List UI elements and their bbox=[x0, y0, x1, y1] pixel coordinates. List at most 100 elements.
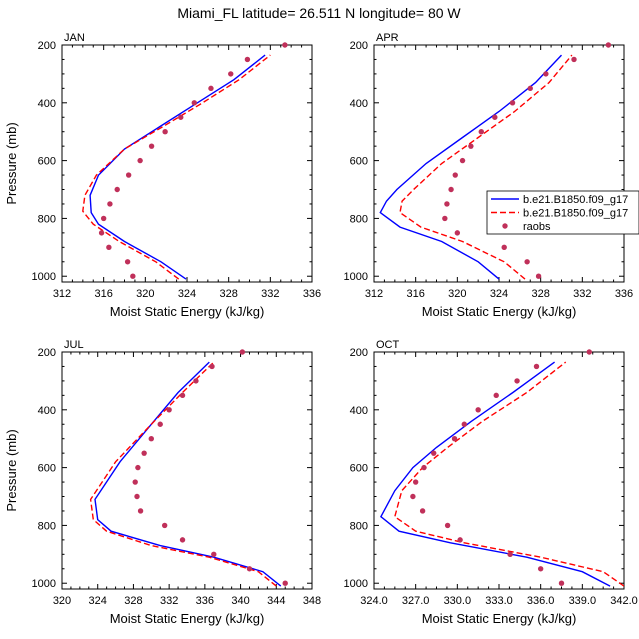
y-axis-label: Pressure (mb) bbox=[4, 122, 19, 204]
raobs-point bbox=[141, 450, 147, 456]
x-axis-label: Moist Static Energy (kJ/kg) bbox=[110, 611, 265, 626]
model-series-solid-line bbox=[89, 54, 266, 280]
x-axis-label: Moist Static Energy (kJ/kg) bbox=[422, 611, 577, 626]
raobs-point bbox=[535, 273, 542, 279]
raobs-point bbox=[468, 143, 474, 149]
raobs-point bbox=[452, 172, 458, 178]
x-axis-label: Moist Static Energy (kJ/kg) bbox=[422, 304, 577, 319]
raobs-point bbox=[114, 186, 120, 193]
raobs-point bbox=[431, 450, 437, 456]
raobs-point bbox=[125, 172, 132, 178]
page-title: Miami_FL latitude= 26.511 N longitude= 8… bbox=[177, 5, 461, 21]
x-tick-label: 320 bbox=[53, 595, 71, 607]
raobs-point bbox=[412, 479, 419, 485]
panel-apr: APR 312 316 320 324 328 332 336 200 400 600 800 1000… bbox=[344, 32, 639, 319]
y-tick-label: 400 bbox=[350, 405, 368, 417]
y-tick-label: 800 bbox=[38, 520, 56, 532]
y-tick-label: 400 bbox=[38, 98, 56, 110]
raobs-point bbox=[419, 508, 426, 514]
x-tick-label: 336.0 bbox=[527, 595, 555, 607]
raobs-point bbox=[442, 215, 448, 222]
legend-label: raobs bbox=[523, 221, 551, 233]
raobs-point bbox=[571, 56, 577, 63]
raobs-point bbox=[537, 566, 544, 572]
raobs-point bbox=[124, 259, 131, 265]
panel-oct: OCT 324.0 327.0 330.0 333.0 336.0 339.0 342.0 20… bbox=[344, 339, 638, 626]
raobs-point bbox=[193, 378, 199, 384]
x-tick-label: 327.0 bbox=[402, 595, 430, 607]
raobs-point bbox=[157, 421, 163, 427]
x-tick-label: 328 bbox=[124, 595, 142, 607]
legend-label: b.e21.B1850.f09_g17 bbox=[523, 208, 628, 220]
plot-frame bbox=[61, 44, 313, 283]
raobs-point bbox=[132, 479, 138, 485]
model-series-solid-line bbox=[379, 54, 563, 280]
raobs-point bbox=[208, 85, 214, 92]
x-tick-label: 320 bbox=[448, 288, 466, 300]
model-series-solid-line bbox=[94, 361, 282, 587]
model-series-solid-line bbox=[380, 361, 611, 587]
raobs-point bbox=[527, 85, 533, 92]
y-tick-label: 600 bbox=[350, 156, 368, 168]
y-tick-label: 200 bbox=[38, 40, 56, 52]
raobs-point bbox=[98, 230, 105, 236]
y-tick-label: 800 bbox=[350, 213, 368, 225]
y-tick-label: 1000 bbox=[32, 271, 56, 283]
x-tick-label: 342.0 bbox=[610, 595, 638, 607]
raobs-point bbox=[191, 100, 197, 106]
x-tick-label: 328 bbox=[219, 288, 237, 300]
panel-label: JAN bbox=[64, 32, 85, 44]
x-tick-label: 324 bbox=[89, 595, 107, 607]
raobs-point bbox=[137, 157, 143, 164]
panel-label: OCT bbox=[376, 339, 400, 351]
raobs-point bbox=[451, 436, 458, 442]
raobs-point bbox=[209, 363, 215, 370]
raobs-point bbox=[179, 392, 186, 399]
y-tick-label: 200 bbox=[38, 347, 56, 359]
x-tick-label: 333.0 bbox=[485, 595, 513, 607]
raobs-point bbox=[514, 378, 520, 384]
y-tick-label: 1000 bbox=[32, 578, 56, 590]
raobs-point bbox=[492, 114, 498, 120]
y-axis-label: Pressure (mb) bbox=[4, 429, 19, 511]
raobs-point bbox=[148, 143, 155, 149]
raobs-point bbox=[134, 493, 140, 500]
raobs-point bbox=[478, 129, 484, 135]
x-tick-label: 348 bbox=[303, 595, 321, 607]
y-tick-label: 800 bbox=[38, 213, 56, 225]
x-tick-label: 332 bbox=[261, 288, 279, 300]
y-tick-label: 200 bbox=[350, 347, 368, 359]
raobs-point bbox=[410, 493, 416, 500]
model-series-dashed-line bbox=[89, 361, 277, 587]
raobs-point bbox=[161, 522, 168, 529]
x-tick-label: 340 bbox=[231, 595, 249, 607]
raobs-point bbox=[282, 42, 288, 48]
x-tick-label: 336 bbox=[196, 595, 214, 607]
raobs-point bbox=[107, 201, 113, 207]
panel-label: APR bbox=[376, 32, 399, 44]
panel-label: JUL bbox=[64, 339, 84, 351]
raobs-point bbox=[501, 244, 507, 251]
raobs-point bbox=[106, 244, 112, 251]
panel-jan: JAN 312 316 320 324 328 332 336 200 400 600 800 1000… bbox=[4, 32, 321, 319]
model-series-dashed-line bbox=[82, 54, 271, 280]
raobs-point bbox=[421, 464, 427, 471]
x-tick-label: 316 bbox=[94, 288, 112, 300]
x-tick-label: 324.0 bbox=[360, 595, 388, 607]
y-tick-label: 600 bbox=[350, 463, 368, 475]
y-tick-label: 800 bbox=[350, 520, 368, 532]
raobs-point bbox=[524, 259, 530, 265]
model-series-dashed-line bbox=[393, 361, 624, 587]
legend-label: b.e21.B1850.f09_g17 bbox=[523, 194, 628, 206]
raobs-point bbox=[178, 114, 184, 120]
y-tick-label: 1000 bbox=[344, 271, 368, 283]
plot-frame bbox=[61, 351, 313, 590]
raobs-point bbox=[246, 566, 253, 572]
x-tick-label: 336 bbox=[303, 288, 321, 300]
legend-marker bbox=[502, 223, 508, 229]
x-axis-label: Moist Static Energy (kJ/kg) bbox=[110, 304, 265, 319]
legend: b.e21.B1850.f09_g17 b.e21.B1850.f09_g17ra… bbox=[486, 190, 639, 235]
raobs-point bbox=[228, 71, 234, 77]
raobs-point bbox=[282, 580, 288, 586]
